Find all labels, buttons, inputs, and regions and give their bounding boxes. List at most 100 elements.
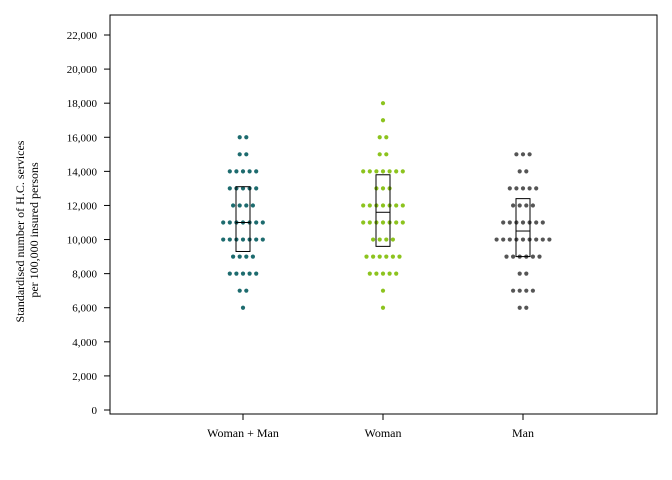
- data-point: [524, 203, 529, 208]
- data-point: [361, 220, 366, 225]
- data-point: [534, 186, 539, 191]
- data-point: [507, 220, 512, 225]
- data-point: [227, 220, 232, 225]
- data-point: [534, 220, 539, 225]
- data-point: [371, 237, 376, 242]
- data-point: [390, 237, 395, 242]
- data-point: [367, 203, 372, 208]
- data-point: [227, 237, 232, 242]
- data-point: [520, 152, 526, 157]
- data-point: [527, 186, 532, 191]
- data-point: [237, 288, 242, 293]
- y-tick-label: 2,000: [72, 371, 97, 383]
- data-point: [530, 254, 536, 259]
- data-point: [380, 220, 386, 225]
- y-tick-label: 4,000: [72, 337, 97, 349]
- data-point: [501, 237, 506, 242]
- data-point: [510, 203, 516, 208]
- data-point: [364, 254, 369, 259]
- y-axis-title-line-1: Standardised number of H.C. services: [13, 140, 27, 322]
- data-point: [250, 203, 255, 208]
- data-point: [494, 237, 499, 242]
- data-point: [237, 152, 242, 157]
- data-point: [510, 254, 516, 259]
- data-point: [380, 203, 386, 208]
- data-point: [244, 254, 249, 259]
- x-category-label: Woman: [364, 426, 401, 440]
- box-iqr: [375, 174, 391, 247]
- data-point: [234, 271, 239, 276]
- data-point: [514, 186, 519, 191]
- box-iqr: [515, 198, 531, 258]
- data-point: [221, 220, 226, 225]
- data-point: [234, 169, 239, 174]
- data-point: [377, 237, 382, 242]
- data-point: [374, 169, 379, 174]
- data-point: [237, 254, 242, 259]
- data-point: [237, 203, 242, 208]
- data-point: [377, 152, 382, 157]
- data-point: [530, 288, 536, 293]
- data-point: [254, 186, 259, 191]
- data-point: [524, 169, 529, 174]
- data-point: [517, 203, 522, 208]
- data-point: [244, 288, 249, 293]
- data-point: [240, 271, 246, 276]
- data-point: [397, 254, 402, 259]
- data-point: [380, 305, 386, 310]
- data-point: [240, 237, 246, 242]
- data-point: [524, 288, 529, 293]
- data-point: [227, 186, 232, 191]
- y-tick-label: 8,000: [72, 269, 97, 281]
- data-point: [504, 254, 509, 259]
- data-point: [244, 152, 249, 157]
- data-point: [510, 288, 516, 293]
- data-point: [394, 169, 399, 174]
- data-point: [250, 254, 255, 259]
- data-point: [520, 186, 526, 191]
- data-point: [517, 271, 522, 276]
- data-point: [394, 271, 399, 276]
- data-point: [514, 152, 519, 157]
- box-iqr: [235, 186, 251, 252]
- data-point: [384, 254, 389, 259]
- data-point: [540, 237, 545, 242]
- data-point: [507, 186, 512, 191]
- data-point: [547, 237, 552, 242]
- plot-frame: [109, 14, 658, 415]
- data-point: [231, 254, 236, 259]
- data-point: [524, 271, 529, 276]
- x-category-label: Woman + Man: [207, 426, 279, 440]
- data-point: [254, 220, 259, 225]
- data-point: [520, 220, 526, 225]
- data-point: [254, 237, 259, 242]
- data-point: [384, 237, 389, 242]
- data-point: [380, 186, 386, 191]
- data-point: [387, 271, 392, 276]
- data-point: [380, 271, 386, 276]
- data-point: [380, 288, 386, 293]
- box-plots: [235, 174, 531, 258]
- data-point: [244, 203, 249, 208]
- data-point: [387, 169, 392, 174]
- data-point: [400, 220, 405, 225]
- y-axis-title: Standardised number of H.C. services per…: [13, 138, 41, 323]
- data-point: [260, 220, 265, 225]
- data-point: [227, 169, 232, 174]
- data-point: [524, 305, 529, 310]
- data-point: [400, 169, 405, 174]
- data-point: [380, 118, 386, 123]
- data-point: [247, 169, 252, 174]
- data-point: [367, 220, 372, 225]
- data-point: [371, 254, 376, 259]
- data-point: [260, 237, 265, 242]
- x-axis-labels: Woman + Man Woman Man: [207, 414, 534, 440]
- y-tick-label: 14,000: [67, 166, 98, 178]
- data-point: [380, 169, 386, 174]
- data-point: [244, 135, 249, 140]
- data-points: [221, 101, 552, 310]
- data-point: [361, 169, 366, 174]
- y-tick-label: 20,000: [67, 64, 98, 76]
- data-point: [517, 288, 522, 293]
